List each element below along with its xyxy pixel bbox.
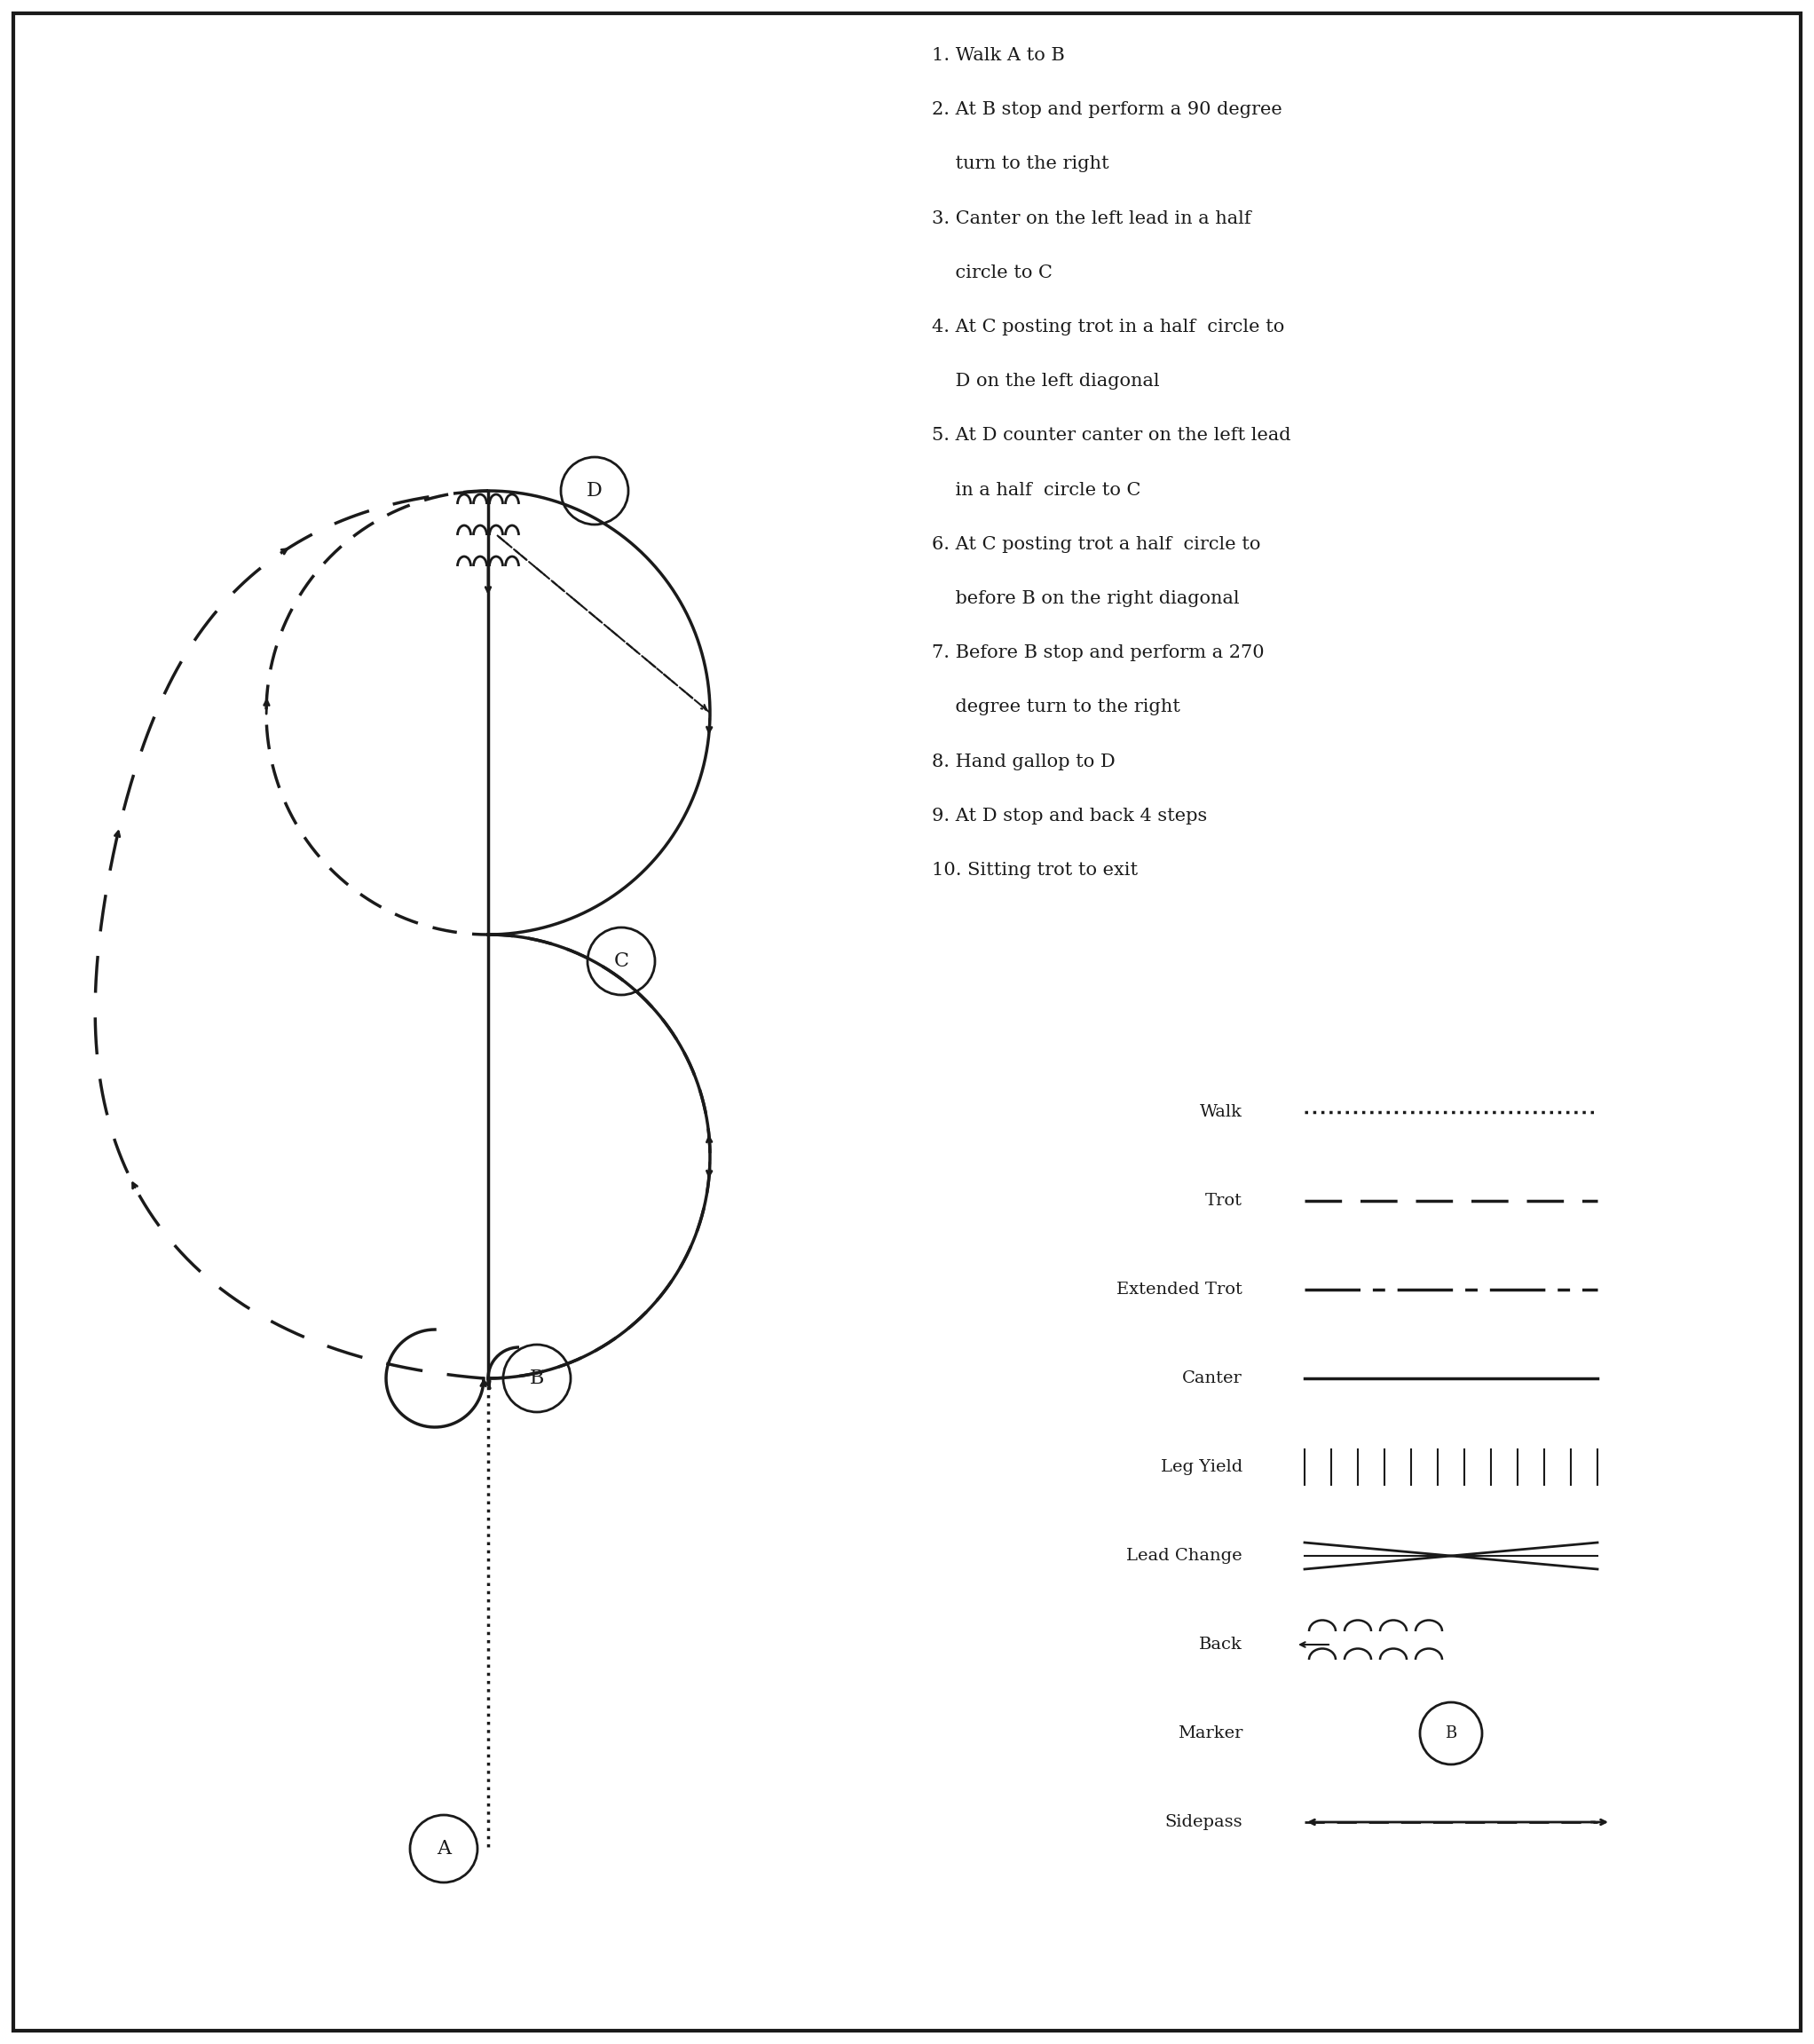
Text: A: A [437, 1840, 452, 1858]
Text: 3. Canter on the left lead in a half: 3. Canter on the left lead in a half [932, 211, 1252, 227]
Text: C: C [613, 950, 629, 971]
Text: turn to the right: turn to the right [932, 155, 1108, 172]
Text: D: D [586, 480, 602, 501]
Text: 5. At D counter canter on the left lead: 5. At D counter canter on the left lead [932, 427, 1292, 444]
Text: 2. At B stop and perform a 90 degree: 2. At B stop and perform a 90 degree [932, 102, 1282, 119]
Text: Back: Back [1199, 1637, 1243, 1654]
Text: Marker: Marker [1177, 1725, 1243, 1741]
Text: Leg Yield: Leg Yield [1161, 1459, 1243, 1476]
Text: Trot: Trot [1204, 1194, 1243, 1208]
Text: in a half  circle to C: in a half circle to C [932, 482, 1141, 499]
Text: 6. At C posting trot a half  circle to: 6. At C posting trot a half circle to [932, 536, 1261, 552]
Text: D on the left diagonal: D on the left diagonal [932, 372, 1159, 390]
Text: Lead Change: Lead Change [1126, 1547, 1243, 1564]
Text: Canter: Canter [1183, 1369, 1243, 1386]
Text: before B on the right diagonal: before B on the right diagonal [932, 591, 1239, 607]
Text: degree turn to the right: degree turn to the right [932, 699, 1181, 715]
Text: Walk: Walk [1199, 1104, 1243, 1120]
Text: 10. Sitting trot to exit: 10. Sitting trot to exit [932, 863, 1137, 879]
Text: 8. Hand gallop to D: 8. Hand gallop to D [932, 752, 1116, 771]
Text: circle to C: circle to C [932, 264, 1052, 282]
Text: Extended Trot: Extended Trot [1117, 1282, 1243, 1298]
Text: B: B [1446, 1725, 1457, 1741]
Text: 9. At D stop and back 4 steps: 9. At D stop and back 4 steps [932, 807, 1206, 824]
Text: B: B [530, 1369, 544, 1388]
Text: Sidepass: Sidepass [1165, 1815, 1243, 1829]
Text: 4. At C posting trot in a half  circle to: 4. At C posting trot in a half circle to [932, 319, 1284, 335]
Text: 1. Walk A to B: 1. Walk A to B [932, 47, 1065, 63]
Text: 7. Before B stop and perform a 270: 7. Before B stop and perform a 270 [932, 644, 1264, 662]
